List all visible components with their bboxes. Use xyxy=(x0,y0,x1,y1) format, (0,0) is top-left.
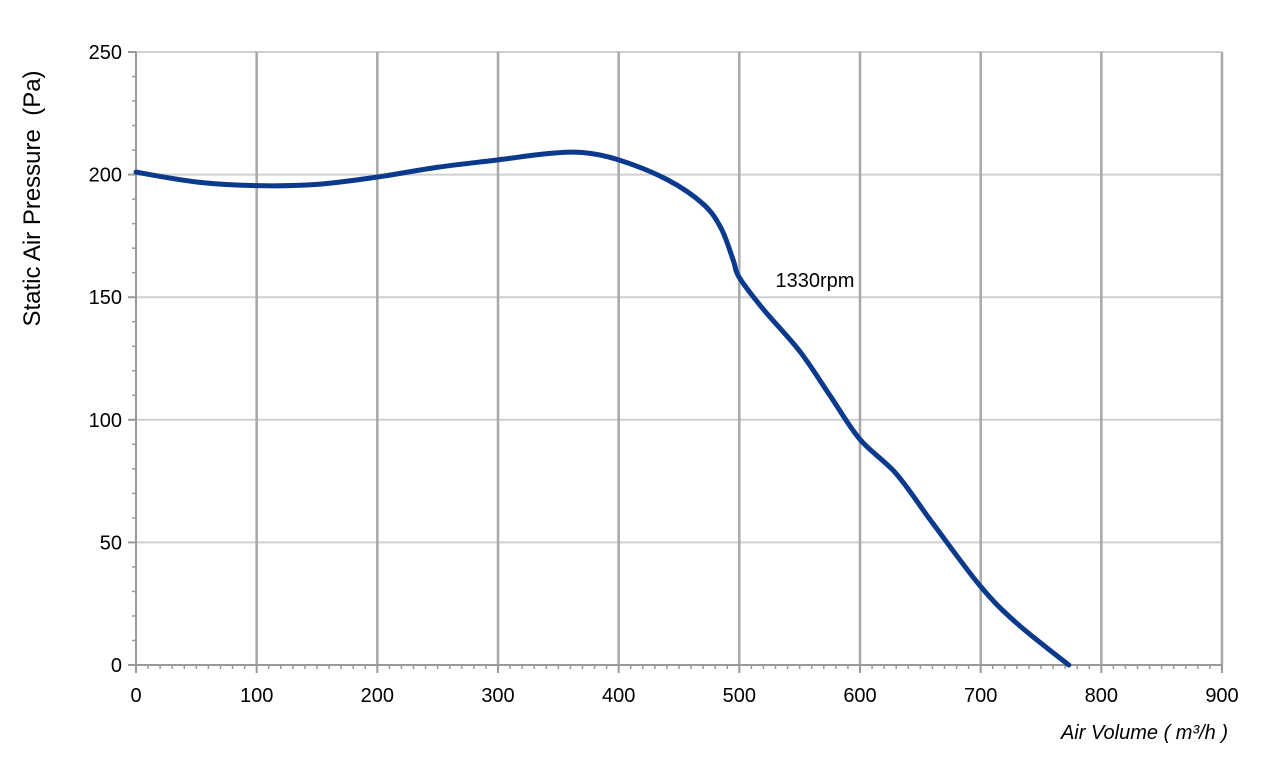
x-tick-label: 500 xyxy=(723,685,756,707)
series-layer xyxy=(133,149,1072,668)
x-tick-label: 100 xyxy=(240,685,273,707)
y-tick-label: 0 xyxy=(111,655,122,677)
y-tick-label: 250 xyxy=(89,42,122,64)
x-tick-label: 400 xyxy=(602,685,635,707)
x-tick-label: 600 xyxy=(843,685,876,707)
grid xyxy=(136,51,1224,665)
x-tick-label: 800 xyxy=(1085,685,1118,707)
axes xyxy=(128,51,1223,673)
series-line-0 xyxy=(133,149,1072,668)
y-tick-label: 150 xyxy=(89,287,122,309)
x-tick-label: 0 xyxy=(130,685,141,707)
x-tick-label: 300 xyxy=(481,685,514,707)
x-tick-label: 900 xyxy=(1205,685,1238,707)
x-tick-label: 700 xyxy=(964,685,997,707)
curve-annotation: 1330rpm xyxy=(776,270,855,292)
x-tick-label: 200 xyxy=(361,685,394,707)
x-axis-title: Air Volume ( m³/h ) xyxy=(1060,722,1228,744)
y-tick-label: 50 xyxy=(100,532,122,554)
y-tick-label: 100 xyxy=(89,410,122,432)
y-axis-title: Static Air Pressure (Pa) xyxy=(19,70,46,326)
y-tick-label: 200 xyxy=(89,165,122,187)
labels: 0 50 100 150 200 250 0 100 200 300 400 500 600 700 800… xyxy=(19,42,1239,744)
